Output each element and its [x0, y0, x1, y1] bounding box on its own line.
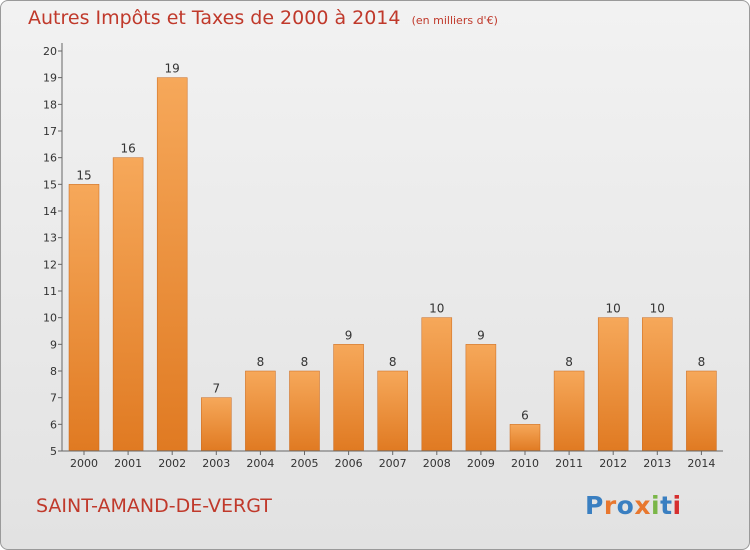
- logo-letter: o: [616, 491, 635, 520]
- bar-value-label: 6: [521, 408, 529, 422]
- x-tick-label: 2009: [467, 457, 495, 470]
- bar-value-label: 10: [606, 302, 621, 316]
- x-tick-label: 2002: [158, 457, 186, 470]
- x-tick-label: 2004: [246, 457, 274, 470]
- x-tick-label: 2007: [379, 457, 407, 470]
- bar: [68, 184, 100, 452]
- y-tick-label: 7: [50, 392, 57, 405]
- bar-value-label: 19: [165, 62, 180, 76]
- bar: [112, 157, 144, 452]
- bar-value-label: 7: [212, 382, 220, 396]
- bar-value-label: 16: [120, 142, 135, 156]
- x-tick-label: 2001: [114, 457, 142, 470]
- bar-value-label: 15: [76, 168, 91, 182]
- x-tick-label: 2000: [70, 457, 98, 470]
- y-tick-label: 20: [43, 45, 57, 58]
- commune-name: SAINT-AMAND-DE-VERGT: [36, 495, 272, 517]
- x-tick-label: 2003: [202, 457, 230, 470]
- bar-value-label: 10: [429, 302, 444, 316]
- logo-letter: i: [651, 491, 661, 520]
- x-tick-label: 2014: [687, 457, 715, 470]
- bar-value-label: 8: [565, 355, 573, 369]
- x-tick-label: 2010: [511, 457, 539, 470]
- bar: [686, 370, 717, 452]
- bar: [201, 397, 232, 452]
- bar-value-label: 10: [650, 302, 665, 316]
- bar: [465, 344, 497, 452]
- title-text: Autres Impôts et Taxes de 2000 à 2014: [28, 7, 401, 29]
- bar-value-label: 9: [345, 328, 353, 342]
- chart-title: Autres Impôts et Taxes de 2000 à 2014 (e…: [28, 7, 498, 29]
- y-tick-label: 13: [43, 232, 57, 245]
- bar: [597, 317, 629, 452]
- bar: [289, 370, 320, 452]
- x-tick-label: 2011: [555, 457, 583, 470]
- x-tick-label: 2005: [291, 457, 319, 470]
- y-tick-label: 8: [50, 365, 57, 378]
- unit-text: (en milliers d'€): [411, 14, 498, 27]
- proxiti-logo[interactable]: Proxiti: [585, 491, 682, 520]
- logo-letter: x: [634, 491, 651, 520]
- bar-value-label: 8: [301, 355, 309, 369]
- y-tick-label: 15: [43, 178, 57, 191]
- bar: [156, 77, 188, 452]
- bar-value-label: 9: [477, 328, 485, 342]
- logo-letter: i: [672, 491, 682, 520]
- bar-value-label: 8: [257, 355, 265, 369]
- bar: [642, 317, 673, 452]
- x-tick-label: 2008: [423, 457, 451, 470]
- y-tick-label: 14: [43, 205, 57, 218]
- bar: [509, 424, 541, 452]
- y-tick-label: 6: [50, 418, 57, 431]
- y-tick-label: 16: [43, 152, 57, 165]
- bar: [553, 370, 585, 452]
- bar-value-label: 8: [389, 355, 397, 369]
- logo-letter: r: [603, 491, 617, 520]
- x-tick-label: 2006: [335, 457, 363, 470]
- y-tick-label: 12: [43, 258, 57, 271]
- bar: [333, 344, 364, 452]
- y-tick-label: 17: [43, 125, 57, 138]
- bar: [245, 370, 276, 452]
- bar: [377, 370, 408, 452]
- y-tick-label: 19: [43, 72, 57, 85]
- x-tick-label: 2013: [643, 457, 671, 470]
- bars-group: 15 16 19 7 8 8 9 8 10 9 6 8 10 10 8: [68, 62, 717, 452]
- y-tick-label: 5: [50, 445, 57, 458]
- y-tick-label: 11: [43, 285, 57, 298]
- logo-letter: t: [660, 491, 673, 520]
- bar: [421, 317, 453, 452]
- logo-letter: P: [585, 491, 604, 520]
- y-tick-label: 9: [50, 338, 57, 351]
- y-tick-label: 18: [43, 98, 57, 111]
- x-tick-label: 2012: [599, 457, 627, 470]
- bar-value-label: 8: [698, 355, 706, 369]
- y-tick-label: 10: [43, 312, 57, 325]
- axes-group: 5 6 7 8 9 10 11 12 13 14 15 16 17 18 19 20 2000 2001 2002 2…: [43, 43, 723, 470]
